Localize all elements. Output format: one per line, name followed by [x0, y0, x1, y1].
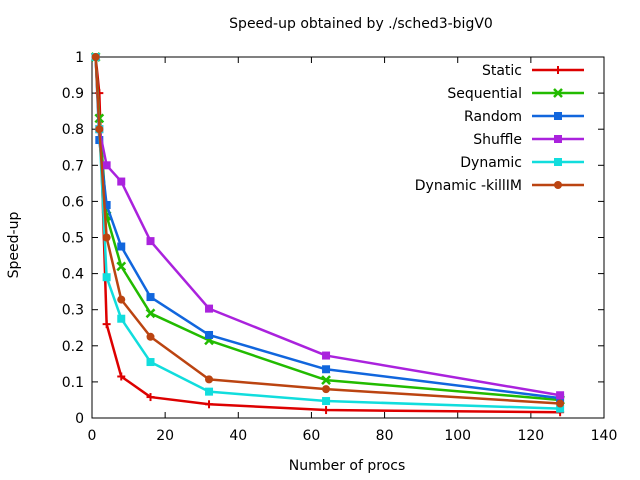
x-tick-label: 40 [229, 428, 247, 444]
legend-marker [554, 112, 562, 120]
data-point [146, 293, 155, 302]
x-tick-label: 20 [156, 428, 174, 444]
legend-entry: Dynamic -killIM [415, 178, 584, 194]
y-tick-label: 0.6 [62, 194, 84, 210]
x-axis-label: Number of procs [289, 458, 406, 474]
x-tick-label: 80 [376, 428, 394, 444]
y-tick-label: 0.1 [62, 375, 84, 391]
data-point [95, 125, 104, 134]
data-point [322, 351, 331, 360]
data-point [205, 387, 214, 396]
data-point [146, 332, 155, 341]
data-point [322, 406, 331, 415]
legend-label: Sequential [447, 86, 522, 102]
series-random [91, 53, 565, 403]
data-point [322, 385, 331, 394]
data-point [102, 161, 111, 170]
data-point [117, 295, 126, 304]
data-point [145, 308, 156, 319]
legend-entry: Dynamic [460, 155, 584, 171]
data-point [556, 404, 565, 413]
x-tick-label: 60 [303, 428, 321, 444]
data-point [91, 53, 100, 61]
data-point [146, 237, 155, 246]
legend-marker [553, 88, 563, 98]
data-point [556, 399, 565, 408]
y-tick-label: 0 [75, 411, 84, 427]
legend-marker [554, 181, 562, 189]
x-tick-label: 120 [517, 428, 544, 444]
legend-entry: Sequential [447, 86, 584, 102]
data-point [322, 397, 331, 406]
y-tick-label: 0.7 [62, 158, 84, 174]
data-point [102, 320, 111, 329]
series-line [94, 56, 561, 405]
y-tick-label: 0.9 [62, 86, 84, 102]
y-tick-label: 0.8 [62, 122, 84, 138]
y-tick-label: 0.5 [62, 231, 84, 247]
data-point [205, 375, 214, 384]
series-sequential [90, 52, 565, 405]
data-point [146, 393, 155, 402]
data-point [205, 304, 214, 313]
data-point [116, 261, 127, 272]
data-point [102, 273, 111, 282]
data-point [117, 242, 126, 251]
series-line [94, 56, 561, 397]
x-tick-label: 140 [591, 428, 618, 444]
y-tick-label: 1 [75, 50, 84, 66]
legend-entry: Static [482, 63, 584, 79]
data-point [102, 201, 111, 210]
legend-marker [554, 158, 562, 166]
legend-entry: Shuffle [473, 132, 584, 148]
legend-label: Random [464, 109, 522, 125]
series-shuffle [91, 53, 565, 400]
y-axis-label: Speed-up [6, 212, 22, 279]
legend-label: Dynamic -killIM [415, 178, 522, 194]
data-point [117, 314, 126, 323]
y-tick-label: 0.4 [62, 267, 84, 283]
series-layer [90, 52, 565, 417]
data-point [117, 372, 126, 381]
data-point [321, 375, 331, 385]
legend-label: Dynamic [460, 155, 522, 171]
legend-entry: Random [464, 109, 584, 125]
legend-marker [554, 135, 562, 143]
data-point [146, 358, 155, 367]
data-point [556, 391, 565, 400]
legend-label: Shuffle [473, 132, 522, 148]
legend-label: Static [482, 63, 522, 79]
y-tick-label: 0.2 [62, 339, 84, 355]
series-static [91, 53, 565, 417]
axes-frame: 0 20 40 60 80 100 120 140 0 0.1 0.2 0.3 0.4 0.5 0.6 0.7… [62, 50, 618, 444]
x-tick-label: 0 [88, 428, 97, 444]
data-point [117, 177, 126, 186]
data-point [205, 330, 214, 339]
x-tick-label: 100 [444, 428, 471, 444]
data-point [102, 233, 111, 242]
legend-marker [554, 66, 562, 74]
legend: Static Sequential Random Shuffle Dynamic Dyna… [415, 63, 584, 194]
chart-title: Speed-up obtained by ./sched3-bigV0 [229, 16, 493, 32]
series-dynamic-killim [91, 53, 565, 408]
data-point [322, 365, 331, 374]
y-tick-label: 0.3 [62, 303, 84, 319]
data-point [205, 400, 214, 409]
plot-frame [91, 56, 605, 419]
